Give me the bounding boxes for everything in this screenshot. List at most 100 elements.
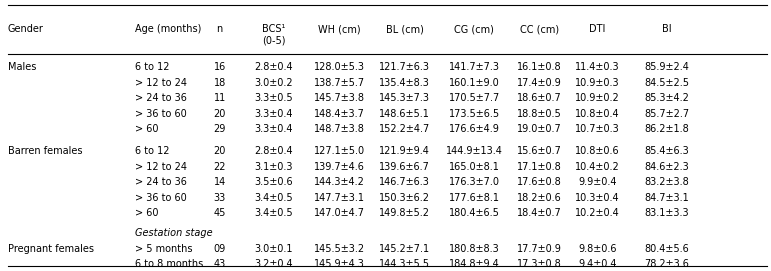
Text: Pregnant females: Pregnant females — [8, 244, 94, 254]
Text: 10.9±0.2: 10.9±0.2 — [575, 93, 620, 103]
Text: 78.2±3.6: 78.2±3.6 — [645, 259, 689, 269]
Text: 6 to 12: 6 to 12 — [135, 62, 170, 72]
Text: 176.6±4.9: 176.6±4.9 — [449, 124, 500, 134]
Text: CC (cm): CC (cm) — [520, 24, 559, 34]
Text: BCS¹
(0-5): BCS¹ (0-5) — [262, 24, 285, 46]
Text: 3.0±0.2: 3.0±0.2 — [254, 78, 293, 88]
Text: 83.2±3.8: 83.2±3.8 — [645, 177, 689, 187]
Text: Gestation stage: Gestation stage — [135, 228, 213, 238]
Text: 145.5±3.2: 145.5±3.2 — [314, 244, 365, 254]
Text: 18.6±0.7: 18.6±0.7 — [517, 93, 562, 103]
Text: 18.8±0.5: 18.8±0.5 — [517, 109, 562, 119]
Text: 09: 09 — [214, 244, 226, 254]
Text: 139.6±6.7: 139.6±6.7 — [379, 162, 430, 172]
Text: 18: 18 — [214, 78, 226, 88]
Text: > 24 to 36: > 24 to 36 — [135, 177, 187, 187]
Text: 10.8±0.4: 10.8±0.4 — [575, 109, 620, 119]
Text: 2.8±0.4: 2.8±0.4 — [254, 62, 293, 72]
Text: 10.9±0.3: 10.9±0.3 — [575, 78, 620, 88]
Text: 138.7±5.7: 138.7±5.7 — [314, 78, 365, 88]
Text: 3.3±0.4: 3.3±0.4 — [254, 124, 293, 134]
Text: > 12 to 24: > 12 to 24 — [135, 162, 187, 172]
Text: 16.1±0.8: 16.1±0.8 — [517, 62, 562, 72]
Text: 135.4±8.3: 135.4±8.3 — [379, 78, 430, 88]
Text: 85.9±2.4: 85.9±2.4 — [645, 62, 689, 72]
Text: 10.2±0.4: 10.2±0.4 — [575, 208, 620, 218]
Text: 144.3±5.5: 144.3±5.5 — [379, 259, 430, 269]
Text: 150.3±6.2: 150.3±6.2 — [379, 193, 430, 203]
Text: 3.4±0.5: 3.4±0.5 — [254, 193, 293, 203]
Text: 146.7±6.3: 146.7±6.3 — [379, 177, 430, 187]
Text: 147.7±3.1: 147.7±3.1 — [314, 193, 365, 203]
Text: 22: 22 — [214, 162, 226, 172]
Text: 141.7±7.3: 141.7±7.3 — [449, 62, 500, 72]
Text: 173.5±6.5: 173.5±6.5 — [449, 109, 500, 119]
Text: 3.4±0.5: 3.4±0.5 — [254, 208, 293, 218]
Text: 18.2±0.6: 18.2±0.6 — [517, 193, 562, 203]
Text: 17.1±0.8: 17.1±0.8 — [517, 162, 562, 172]
Text: 11: 11 — [214, 93, 226, 103]
Text: 160.1±9.0: 160.1±9.0 — [449, 78, 500, 88]
Text: 14: 14 — [214, 177, 226, 187]
Text: n: n — [217, 24, 223, 34]
Text: 145.3±7.3: 145.3±7.3 — [379, 93, 430, 103]
Text: 180.8±8.3: 180.8±8.3 — [449, 244, 500, 254]
Text: 86.2±1.8: 86.2±1.8 — [645, 124, 689, 134]
Text: 15.6±0.7: 15.6±0.7 — [517, 146, 562, 156]
Text: 148.6±5.1: 148.6±5.1 — [379, 109, 430, 119]
Text: WH (cm): WH (cm) — [318, 24, 361, 34]
Text: 6 to 12: 6 to 12 — [135, 146, 170, 156]
Text: 3.1±0.3: 3.1±0.3 — [254, 162, 293, 172]
Text: 127.1±5.0: 127.1±5.0 — [314, 146, 365, 156]
Text: 84.5±2.5: 84.5±2.5 — [645, 78, 689, 88]
Text: 83.1±3.3: 83.1±3.3 — [645, 208, 689, 218]
Text: 148.7±3.8: 148.7±3.8 — [314, 124, 365, 134]
Text: Barren females: Barren females — [8, 146, 82, 156]
Text: > 12 to 24: > 12 to 24 — [135, 78, 187, 88]
Text: 17.4±0.9: 17.4±0.9 — [517, 78, 562, 88]
Text: 19.0±0.7: 19.0±0.7 — [517, 124, 562, 134]
Text: 145.9±4.3: 145.9±4.3 — [314, 259, 365, 269]
Text: > 60: > 60 — [135, 124, 158, 134]
Text: 3.0±0.1: 3.0±0.1 — [254, 244, 293, 254]
Text: BI: BI — [662, 24, 672, 34]
Text: 10.3±0.4: 10.3±0.4 — [575, 193, 620, 203]
Text: 9.8±0.6: 9.8±0.6 — [578, 244, 617, 254]
Text: > 36 to 60: > 36 to 60 — [135, 109, 187, 119]
Text: 18.4±0.7: 18.4±0.7 — [517, 208, 562, 218]
Text: 80.4±5.6: 80.4±5.6 — [645, 244, 689, 254]
Text: > 24 to 36: > 24 to 36 — [135, 93, 187, 103]
Text: 43: 43 — [214, 259, 226, 269]
Text: 177.6±8.1: 177.6±8.1 — [449, 193, 500, 203]
Text: CG (cm): CG (cm) — [454, 24, 494, 34]
Text: 170.5±7.7: 170.5±7.7 — [449, 93, 500, 103]
Text: Males: Males — [8, 62, 36, 72]
Text: 6 to 8 months: 6 to 8 months — [135, 259, 204, 269]
Text: 85.7±2.7: 85.7±2.7 — [645, 109, 689, 119]
Text: 11.4±0.3: 11.4±0.3 — [575, 62, 620, 72]
Text: Gender: Gender — [8, 24, 44, 34]
Text: 147.0±4.7: 147.0±4.7 — [314, 208, 365, 218]
Text: 9.4±0.4: 9.4±0.4 — [578, 259, 617, 269]
Text: BL (cm): BL (cm) — [386, 24, 424, 34]
Text: 176.3±7.0: 176.3±7.0 — [449, 177, 500, 187]
Text: 20: 20 — [214, 109, 226, 119]
Text: 144.9±13.4: 144.9±13.4 — [446, 146, 503, 156]
Text: 145.7±3.8: 145.7±3.8 — [314, 93, 365, 103]
Text: 10.8±0.6: 10.8±0.6 — [575, 146, 620, 156]
Text: 184.8±9.4: 184.8±9.4 — [449, 259, 500, 269]
Text: 33: 33 — [214, 193, 226, 203]
Text: 149.8±5.2: 149.8±5.2 — [379, 208, 430, 218]
Text: > 60: > 60 — [135, 208, 158, 218]
Text: 3.3±0.5: 3.3±0.5 — [254, 93, 293, 103]
Text: 29: 29 — [214, 124, 226, 134]
Text: 20: 20 — [214, 146, 226, 156]
Text: 121.7±6.3: 121.7±6.3 — [379, 62, 430, 72]
Text: 165.0±8.1: 165.0±8.1 — [449, 162, 500, 172]
Text: DTI: DTI — [589, 24, 606, 34]
Text: 121.9±9.4: 121.9±9.4 — [379, 146, 430, 156]
Text: 85.3±4.2: 85.3±4.2 — [645, 93, 689, 103]
Text: 128.0±5.3: 128.0±5.3 — [314, 62, 365, 72]
Text: 9.9±0.4: 9.9±0.4 — [578, 177, 617, 187]
Text: 17.7±0.9: 17.7±0.9 — [517, 244, 562, 254]
